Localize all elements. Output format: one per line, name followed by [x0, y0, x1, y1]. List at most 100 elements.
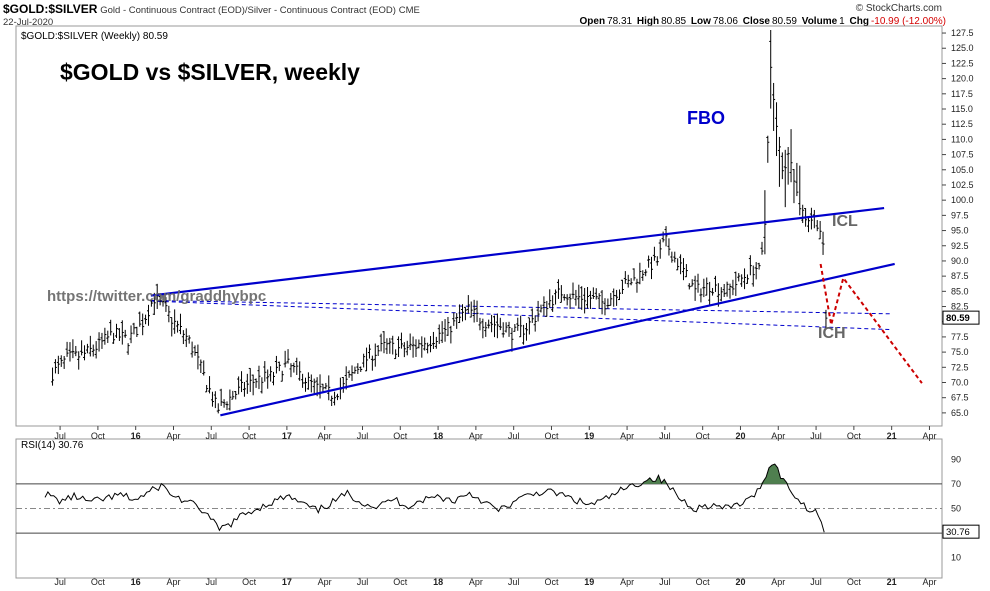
x-tick-label: Oct [91, 431, 106, 441]
y-tick-label: 72.5 [951, 362, 969, 372]
rsi-x-tick-label: Oct [847, 577, 862, 587]
resistance-trend-line [150, 206, 885, 297]
x-tick-label: 18 [433, 431, 443, 441]
rsi-x-tick-label: Oct [91, 577, 106, 587]
rsi-x-tick-label: Apr [771, 577, 785, 587]
rsi-line [44, 463, 825, 533]
rsi-x-tick-label: 21 [887, 577, 897, 587]
close-value: 80.59 [771, 16, 797, 27]
rsi-x-tick-label: Jul [357, 577, 369, 587]
y-tick-label: 65.0 [951, 408, 969, 418]
rsi-x-tick-label: Jul [206, 577, 218, 587]
last-value-box [942, 310, 980, 325]
y-tick-label: 92.5 [951, 241, 969, 251]
quote-bar: Open 78.31 High 80.85 Low 78.06 Close 80.59 … [578, 16, 947, 27]
y-tick-label: 112.5 [951, 119, 973, 129]
exchange: CME [398, 5, 420, 16]
rsi-y-tick-label: 70 [951, 479, 961, 489]
low-label: Low [690, 16, 711, 27]
annotation-icl: ICL [832, 213, 858, 230]
header-line: $GOLD:$SILVER Gold - Continuous Contract… [3, 2, 420, 16]
rsi-y-tick-label: 50 [951, 504, 961, 514]
dashed-trend-line-upper [150, 299, 892, 315]
y-tick-label: 77.5 [951, 332, 969, 342]
x-tick-label: Oct [696, 431, 711, 441]
watermark-text: © StockCharts.com [855, 3, 942, 14]
rsi-last-value-label: 30.76 [946, 527, 970, 538]
y-tick-label: 122.5 [951, 58, 974, 68]
x-tick-label: Apr [469, 431, 483, 441]
y-tick-label: 97.5 [951, 210, 969, 220]
x-tick-label: Apr [166, 431, 180, 441]
last-value-label: 80.59 [946, 313, 970, 324]
y-tick-label: 100.0 [951, 195, 974, 205]
rsi-x-tick-label: 16 [131, 577, 141, 587]
symbol: $GOLD:$SILVER [3, 2, 98, 16]
support-trend-line [220, 262, 895, 417]
ohlc-bars [51, 29, 828, 414]
x-tick-label: 21 [887, 431, 897, 441]
y-tick-label: 67.5 [951, 393, 969, 403]
high-label: High [636, 16, 660, 27]
chg-label: Chg [849, 16, 869, 27]
high-value: 80.85 [661, 16, 687, 27]
rsi-x-tick-label: Apr [620, 577, 634, 587]
y-tick-label: 105.0 [951, 165, 974, 175]
x-tick-label: Apr [318, 431, 332, 441]
rsi-x-tick-label: 19 [584, 577, 594, 587]
x-tick-label: Oct [393, 431, 408, 441]
price-panel-frame [15, 25, 943, 427]
open-label: Open [579, 16, 606, 27]
y-tick-label: 70.0 [951, 377, 969, 387]
y-tick-label: 127.5 [951, 28, 974, 38]
y-tick-label: 75.0 [951, 347, 969, 357]
watermark: © StockCharts.com [856, 3, 942, 14]
rsi-x-tick-label: 18 [433, 577, 443, 587]
rsi-y-tick-label: 10 [951, 553, 961, 563]
rsi-x-tick-label: Jul [508, 577, 520, 587]
quote-date: 22-Jul-2020 [3, 17, 54, 28]
annotation-url: https://twitter.com/graddhybpc [47, 288, 266, 305]
chart-title: $GOLD vs $SILVER, weekly [60, 59, 360, 85]
x-tick-label: Oct [847, 431, 862, 441]
y-tick-label: 115.0 [951, 104, 973, 114]
x-tick-label: 16 [131, 431, 141, 441]
volume-label: Volume [801, 16, 838, 27]
rsi-x-tick-label: 20 [735, 577, 745, 587]
y-tick-label: 107.5 [951, 150, 974, 160]
x-tick-label: Jul [357, 431, 369, 441]
rsi-x-tick-label: Apr [469, 577, 483, 587]
rsi-x-tick-label: Oct [696, 577, 711, 587]
y-tick-label: 82.5 [951, 302, 969, 312]
rsi-x-tick-label: Jul [810, 577, 822, 587]
y-tick-label: 95.0 [951, 226, 969, 236]
annotation-ich: ICH [818, 325, 846, 342]
annotation-fbo: FBO [687, 108, 725, 128]
y-tick-label: 90.0 [951, 256, 969, 266]
y-tick-label: 125.0 [951, 43, 974, 53]
rsi-x-tick-label: Jul [54, 577, 66, 587]
forecast-path [819, 263, 923, 384]
dashed-trend-line-lower [150, 300, 892, 331]
y-tick-label: 120.0 [951, 74, 974, 84]
x-tick-label: Jul [206, 431, 218, 441]
x-tick-label: 20 [735, 431, 745, 441]
x-tick-label: Apr [922, 431, 936, 441]
y-tick-label: 117.5 [951, 89, 973, 99]
rsi-x-tick-label: Oct [393, 577, 408, 587]
rsi-x-tick-label: Apr [318, 577, 332, 587]
volume-value: 1 [839, 16, 845, 27]
y-tick-label: 85.0 [951, 286, 969, 296]
x-tick-label: Oct [544, 431, 559, 441]
y-tick-label: 110.0 [951, 134, 973, 144]
rsi-x-tick-label: Oct [544, 577, 559, 587]
x-tick-label: Oct [242, 431, 257, 441]
rsi-x-tick-label: Oct [242, 577, 257, 587]
rsi-x-tick-label: 17 [282, 577, 292, 587]
x-tick-label: 17 [282, 431, 292, 441]
rsi-last-value-box [942, 524, 980, 539]
price-panel-label: $GOLD:$SILVER (Weekly) 80.59 [21, 31, 168, 42]
x-tick-label: Jul [659, 431, 671, 441]
rsi-x-tick-label: Apr [166, 577, 180, 587]
close-label: Close [742, 16, 770, 27]
